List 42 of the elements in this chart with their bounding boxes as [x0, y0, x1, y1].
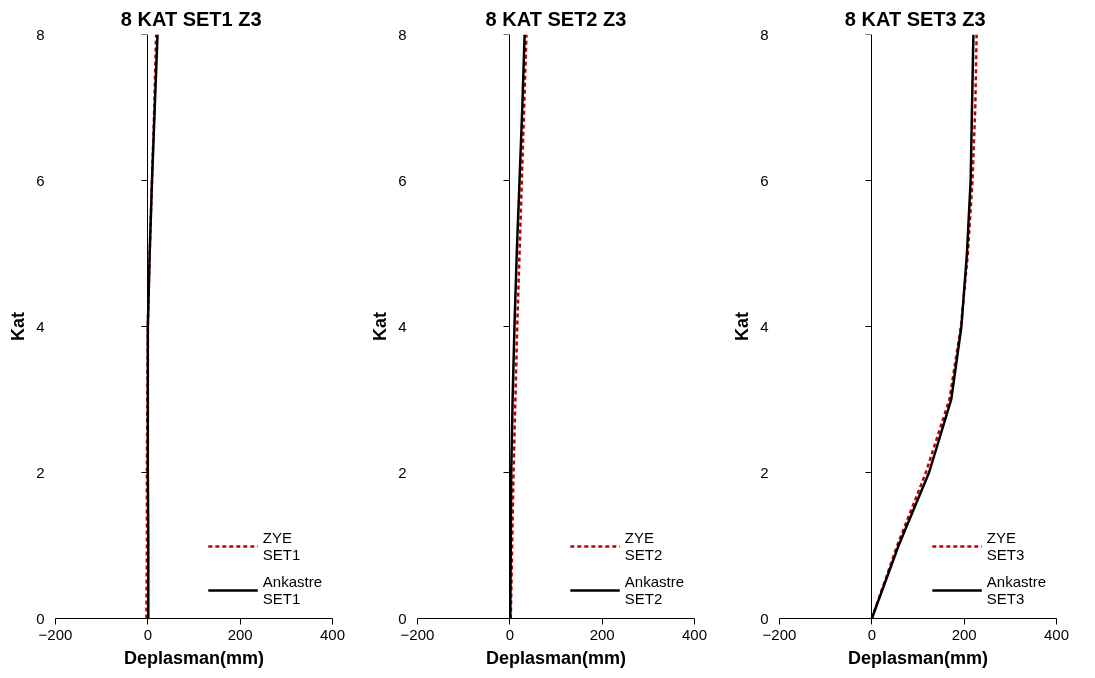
chart-title: 8 KAT SET2 Z3 — [485, 7, 627, 30]
y-tick-label: 2 — [760, 463, 769, 481]
x-tick-label: −200 — [762, 625, 797, 643]
x-tick-label: 0 — [143, 625, 153, 643]
legend-label: ZYE SET3 — [986, 528, 1025, 564]
x-tick-label: 0 — [505, 625, 515, 643]
x-tick-label: 400 — [681, 625, 708, 643]
y-tick-label: 6 — [36, 171, 45, 189]
y-axis-title: Kat — [732, 311, 753, 341]
y-tick-label: 4 — [398, 317, 407, 335]
y-tick-label: 8 — [398, 25, 407, 43]
x-tick-label: 0 — [867, 625, 877, 643]
chart-title: 8 KAT SET1 Z3 — [120, 7, 262, 30]
y-axis-title: Kat — [8, 311, 29, 341]
legend-label: Ankastre SET3 — [986, 572, 1046, 608]
y-tick-label: 0 — [760, 609, 769, 627]
y-tick-label: 6 — [760, 171, 769, 189]
y-tick-label: 2 — [36, 463, 45, 481]
x-tick-label: −200 — [38, 625, 73, 643]
y-tick-label: 2 — [398, 463, 407, 481]
x-tick-label: 200 — [951, 625, 977, 643]
x-tick-label: 400 — [1043, 625, 1070, 643]
x-axis-title: Deplasman(mm) — [847, 647, 989, 668]
chart-title: 8 KAT SET3 Z3 — [844, 7, 986, 30]
legend-label: ZYE SET2 — [624, 528, 663, 564]
legend-label: Ankastre SET1 — [262, 572, 322, 608]
x-axis-title: Deplasman(mm) — [123, 647, 265, 668]
x-tick-label: 400 — [319, 625, 346, 643]
legend-label: Ankastre SET2 — [624, 572, 684, 608]
y-tick-label: 4 — [36, 317, 45, 335]
legend-label: ZYE SET1 — [262, 528, 301, 564]
x-tick-label: 200 — [227, 625, 253, 643]
x-tick-label: −200 — [400, 625, 435, 643]
y-tick-label: 6 — [398, 171, 407, 189]
x-tick-label: 200 — [589, 625, 615, 643]
y-axis-title: Kat — [370, 311, 391, 341]
y-tick-label: 8 — [36, 25, 45, 43]
y-tick-label: 8 — [760, 25, 769, 43]
y-tick-label: 0 — [36, 609, 45, 627]
y-tick-label: 4 — [760, 317, 769, 335]
y-tick-label: 0 — [398, 609, 407, 627]
x-axis-title: Deplasman(mm) — [485, 647, 627, 668]
